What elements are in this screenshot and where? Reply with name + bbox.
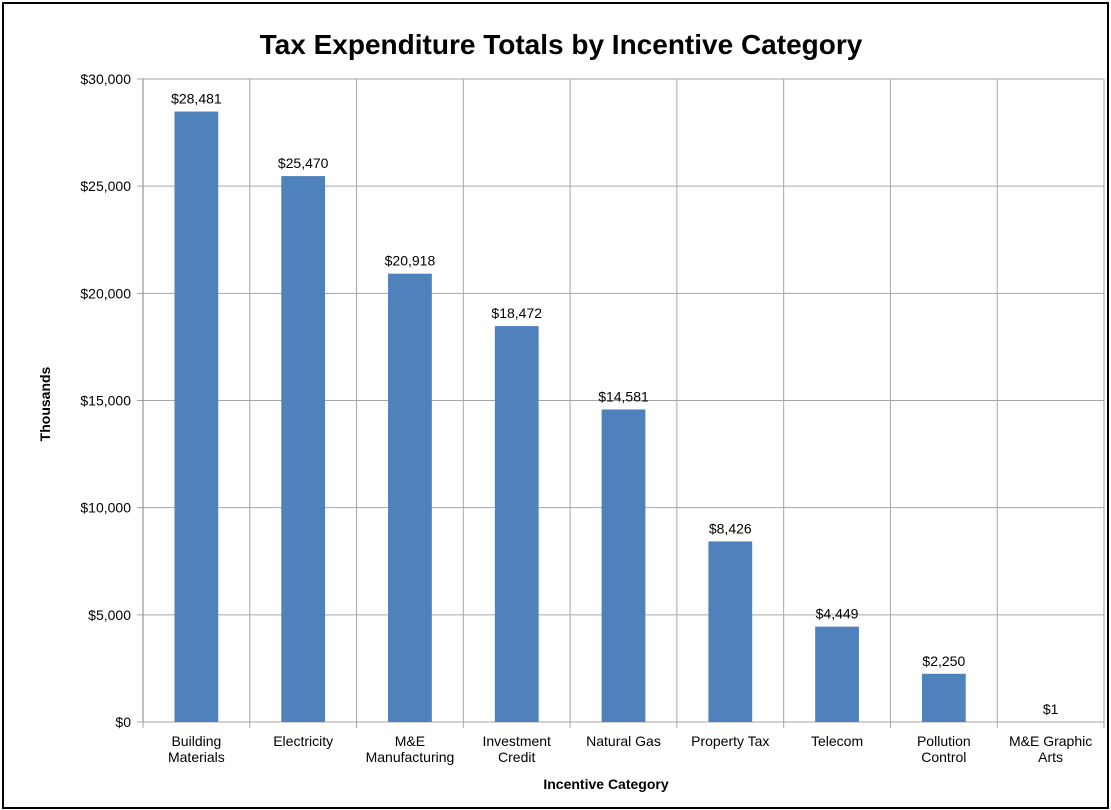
bar: [921, 673, 966, 722]
bar: [494, 326, 539, 722]
data-label: $2,250: [922, 653, 965, 669]
y-tick-label: $30,000: [80, 71, 131, 87]
data-label: $8,426: [709, 520, 752, 536]
bar-layer: [174, 111, 1073, 722]
y-axis-title: Thousands: [37, 366, 53, 441]
data-label: $1: [1043, 701, 1059, 717]
y-tick-label: $25,000: [80, 178, 131, 194]
chart-title: Tax Expenditure Totals by Incentive Cate…: [260, 29, 863, 60]
x-tick-label: Natural Gas: [586, 733, 661, 749]
x-tick-label: M&E Manufacturing: [366, 733, 455, 765]
data-label: $25,470: [278, 155, 329, 171]
label-layer: $0 $5,000 $10,000 $15,000 $20,000 $25,000 $30,…: [80, 71, 1092, 765]
data-label: $20,918: [385, 253, 436, 269]
x-tick-label: Electricity: [273, 733, 333, 749]
x-tick-label: Telecom: [811, 733, 863, 749]
y-tick-label: $15,000: [80, 393, 131, 409]
bar: [388, 273, 432, 722]
bar: [174, 111, 219, 722]
y-tick-label: $20,000: [80, 285, 131, 301]
data-label: $14,581: [598, 388, 649, 404]
x-axis-title: Incentive Category: [543, 776, 668, 792]
x-tick-label: Investment Credit: [482, 733, 551, 765]
y-tick-label: $10,000: [80, 500, 131, 516]
y-tick-label: $0: [115, 714, 131, 730]
bar: [601, 409, 646, 722]
bar: [708, 541, 753, 722]
chart-canvas: Tax Expenditure Totals by Incentive Cate…: [37, 29, 1105, 792]
x-tick-label: Property Tax: [691, 733, 769, 749]
y-tick-label: $5,000: [88, 607, 131, 623]
data-label: $28,481: [171, 91, 222, 107]
data-label: $18,472: [491, 305, 542, 321]
bar: [815, 626, 859, 722]
x-tick-label: M&E Graphic Arts: [1009, 733, 1092, 765]
data-label: $4,449: [816, 606, 859, 622]
x-tick-label: Pollution Control: [917, 733, 971, 765]
x-tick-label: Building Materials: [168, 733, 225, 765]
bar: [281, 176, 326, 722]
